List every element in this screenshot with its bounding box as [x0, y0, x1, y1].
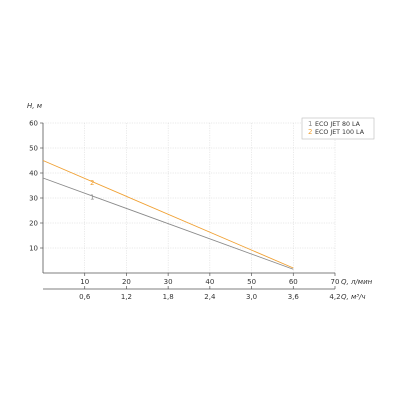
series-marker-label: 1: [90, 193, 94, 201]
x2-tick-label: 3,6: [288, 293, 300, 301]
y-axis-title: H, м: [27, 102, 43, 110]
x-tick-label: 30: [164, 278, 173, 286]
x2-tick-label: 3,0: [246, 293, 257, 301]
x-axis-title: Q, л/мин: [341, 278, 373, 286]
x2-tick-label: 1,2: [121, 293, 132, 301]
legend-label: ECO JET 100 LA: [315, 129, 365, 136]
series-line-2: [42, 160, 294, 269]
y-tick-label: 50: [29, 145, 38, 153]
x-tick-label: 50: [247, 278, 256, 286]
chart-legend: 1 ECO JET 80 LA2 ECO JET 100 LA: [301, 117, 375, 140]
x2-tick-label: 0,6: [79, 293, 91, 301]
legend-marker: 1: [308, 120, 312, 128]
legend-marker: 2: [308, 128, 312, 136]
y-tick-label: 40: [29, 170, 38, 178]
chart-grid: [43, 122, 336, 273]
y-tick-label: 30: [29, 195, 38, 203]
legend-box: [301, 117, 375, 140]
x-tick-label: 70: [331, 278, 340, 286]
x-tick-label: 10: [80, 278, 89, 286]
x2-tick-label: 4,2: [329, 293, 340, 301]
x-tick-label: 40: [205, 278, 214, 286]
series-marker-label: 2: [90, 179, 94, 187]
y-tick-label: 20: [29, 220, 38, 228]
legend-label: ECO JET 80 LA: [315, 121, 361, 128]
x2-axis-title: Q, м³/ч: [341, 293, 366, 301]
chart-series: 12: [42, 160, 294, 270]
y-tick-label: 60: [29, 120, 38, 128]
y-tick-label: 10: [29, 245, 38, 253]
x-tick-label: 20: [122, 278, 131, 286]
x2-tick-label: 1,8: [163, 293, 174, 301]
chart-axes: 10 20 30 40 50 60 10 20 30 40 50 60 70 0,6 1,2 1,8 2,4 3,…: [27, 102, 373, 301]
x2-tick-label: 2,4: [204, 293, 216, 301]
series-line-1: [42, 177, 294, 270]
x-tick-label: 60: [289, 278, 298, 286]
